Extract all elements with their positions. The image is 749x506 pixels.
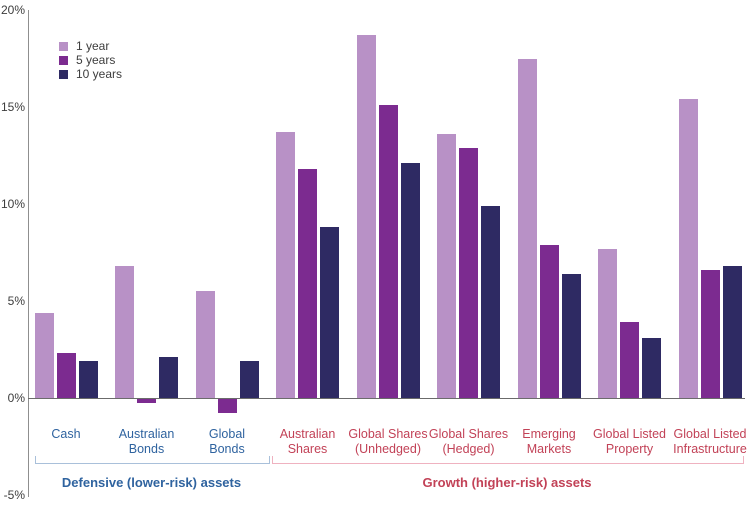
category-label: Emerging Markets [522,427,576,456]
category-label: Cash [51,427,81,441]
legend-swatch [59,55,68,65]
category-label: Global Bonds [208,427,246,456]
bar-1-year [356,35,376,398]
category-label: Global Listed Property [593,427,666,456]
category-label: Global Listed Infrastructure [673,427,747,456]
category-label: Global Shares (Unhedged) [348,427,428,456]
legend-label: 5 years [76,53,116,67]
y-tick-label: 0% [7,391,25,405]
bar-1-year [276,132,295,398]
bar-5-years [298,169,317,398]
legend-item: 10 years [59,67,122,81]
asset-group-bracket [272,456,744,464]
y-tick-label: 20% [0,3,25,17]
bar-1-year [678,99,698,398]
legend: 1 year 5 years 10 years [59,39,122,81]
y-tick-label: 10% [0,197,25,211]
bar-10-years [722,266,742,398]
bar-1-year [195,291,215,398]
category-label: Australian Bonds [118,427,175,456]
bar-1-year [437,134,456,398]
bar-5-years [217,399,237,413]
category-label: Australian Shares [279,427,336,456]
legend-swatch [59,41,68,51]
bar-10-years [239,361,259,398]
bar-5-years [539,244,559,398]
bar-1-year [517,58,537,398]
asset-group-bracket [35,456,270,464]
bar-10-years [78,361,98,398]
bar-1-year [34,312,54,398]
bar-5-years [700,269,720,398]
bar-10-years [320,227,339,398]
zero-baseline [28,398,745,399]
bar-10-years [561,273,581,398]
bar-10-years [481,205,500,398]
y-axis-line [28,10,29,497]
bar-5-years [459,147,478,398]
bar-5-years [137,399,156,403]
asset-group-label: Growth (higher-risk) assets [422,475,592,490]
legend-item: 1 year [59,39,122,53]
bar-10-years [400,163,420,398]
asset-group-label: Defensive (lower-risk) assets [61,475,242,490]
bar-10-years [159,357,178,398]
legend-label: 1 year [76,39,110,53]
bar-10-years [642,337,661,398]
y-tick-label: 15% [0,100,25,114]
y-tick-label: -5% [3,488,25,502]
y-tick-label: 5% [7,294,25,308]
legend-label: 10 years [76,67,123,81]
category-label: Global Shares (Hedged) [428,427,509,456]
bar-1-year [598,248,617,398]
bar-1-year [115,266,134,398]
bar-5-years [56,353,76,398]
legend-item: 5 years [59,53,122,67]
bar-5-years [378,105,398,398]
legend-swatch [59,69,68,79]
bar-5-years [620,322,639,398]
